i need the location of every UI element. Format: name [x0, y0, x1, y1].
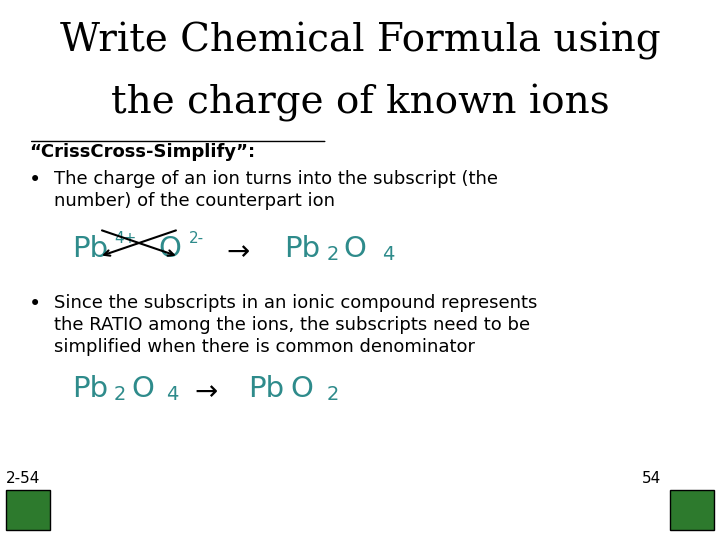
- FancyBboxPatch shape: [670, 490, 714, 530]
- Text: •: •: [29, 170, 41, 190]
- Text: number) of the counterpart ion: number) of the counterpart ion: [54, 192, 335, 210]
- Text: 2: 2: [326, 385, 338, 404]
- Text: Pb: Pb: [72, 375, 108, 403]
- Text: O: O: [290, 375, 313, 403]
- Text: Write Chemical Formula using: Write Chemical Formula using: [60, 22, 660, 59]
- Text: →: →: [227, 238, 250, 266]
- Text: the RATIO among the ions, the subscripts need to be: the RATIO among the ions, the subscripts…: [54, 316, 530, 334]
- Text: Pb: Pb: [248, 375, 284, 403]
- Text: simplified when there is common denominator: simplified when there is common denomina…: [54, 338, 475, 355]
- Text: O: O: [343, 235, 366, 263]
- Text: O: O: [131, 375, 154, 403]
- Text: Pb: Pb: [284, 235, 320, 263]
- Text: 4: 4: [382, 245, 394, 264]
- Text: 2-: 2-: [189, 231, 204, 246]
- Text: 54: 54: [642, 471, 661, 486]
- Text: The charge of an ion turns into the subscript (the: The charge of an ion turns into the subs…: [54, 170, 498, 188]
- Text: Pb: Pb: [72, 235, 108, 263]
- Text: 2: 2: [326, 245, 338, 264]
- Text: “CrissCross-Simplify”:: “CrissCross-Simplify”:: [29, 143, 255, 161]
- Text: •: •: [29, 294, 41, 314]
- FancyBboxPatch shape: [6, 490, 50, 530]
- Text: the charge of known ions: the charge of known ions: [111, 84, 609, 122]
- Text: Since the subscripts in an ionic compound represents: Since the subscripts in an ionic compoun…: [54, 294, 537, 312]
- Text: →: →: [194, 378, 217, 406]
- Text: 2: 2: [114, 385, 126, 404]
- Text: O: O: [158, 235, 181, 263]
- Text: 2-54: 2-54: [6, 471, 40, 486]
- Text: 4+: 4+: [114, 231, 136, 246]
- Text: 4: 4: [166, 385, 178, 404]
